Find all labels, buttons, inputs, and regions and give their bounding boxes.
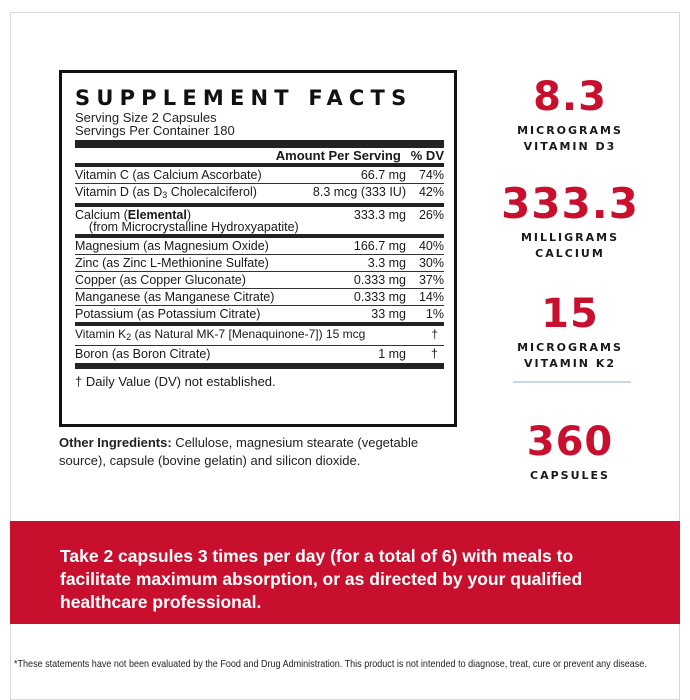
stat-label: VITAMIN D3	[523, 140, 617, 153]
stat-label: MILLIGRAMS	[520, 231, 620, 244]
serving-size: Serving Size 2 Capsules	[75, 110, 217, 125]
header-dv: % DV	[410, 148, 444, 163]
facts-title: SUPPLEMENT FACTS	[75, 86, 413, 110]
nutrient-row-copper: Copper (as Copper Gluconate) 0.333 mg 37…	[75, 273, 444, 289]
fda-disclaimer: *These statements have not been evaluate…	[14, 658, 647, 670]
stats-divider	[513, 381, 631, 383]
servings-per-container: Servings Per Container 180	[75, 123, 235, 138]
other-ingredients: Other Ingredients: Cellulose, magnesium …	[59, 434, 459, 470]
nutrient-row-magnesium: Magnesium (as Magnesium Oxide) 166.7 mg …	[75, 239, 444, 255]
other-ingredients-text: Cellulose, magnesium stearate (vegetable…	[59, 435, 419, 468]
stats-column: 8.3 MICROGRAMS VITAMIN D3 333.3 MILLIGRA…	[495, 75, 645, 484]
stat-vitamin-k2: 15 MICROGRAMS VITAMIN K2	[495, 292, 645, 402]
nutrient-row-vitamin-k2: Vitamin K2 (as Natural MK-7 [Menaquinone…	[75, 326, 444, 346]
nutrient-row-calcium: Calcium (Elemental) (from Microcrystalli…	[75, 207, 444, 238]
stat-value: 8.3	[533, 74, 607, 120]
stat-label: VITAMIN K2	[523, 357, 617, 370]
facts-divider-thick	[75, 140, 444, 148]
nutrient-row-zinc: Zinc (as Zinc L-Methionine Sulfate) 3.3 …	[75, 256, 444, 272]
nutrient-row-potassium: Potassium (as Potassium Citrate) 33 mg 1…	[75, 306, 444, 326]
facts-footnote: † Daily Value (DV) not established.	[75, 374, 276, 389]
directions-text: Take 2 capsules 3 times per day (for a t…	[60, 546, 583, 612]
stat-vitamin-d3: 8.3 MICROGRAMS VITAMIN D3	[495, 75, 645, 182]
stat-value: 360	[526, 419, 614, 465]
stat-label: CALCIUM	[535, 247, 605, 260]
nutrient-row-manganese: Manganese (as Manganese Citrate) 0.333 m…	[75, 290, 444, 306]
nutrient-row-vitamin-d: Vitamin D (as D3 Cholecalciferol) 8.3 mc…	[75, 184, 444, 207]
header-amount: Amount Per Serving	[275, 148, 401, 163]
supplement-facts-panel: SUPPLEMENT FACTS Serving Size 2 Capsules…	[59, 70, 457, 427]
directions-banner: Take 2 capsules 3 times per day (for a t…	[10, 521, 680, 624]
stat-value: 15	[541, 291, 599, 337]
stat-label: MICROGRAMS	[517, 341, 623, 354]
nutrient-row-vitamin-c: Vitamin C (as Calcium Ascorbate) 66.7 mg…	[75, 168, 444, 184]
stat-value: 333.3	[501, 179, 639, 228]
facts-divider-bottom	[75, 363, 444, 369]
stat-label: MICROGRAMS	[517, 124, 623, 137]
stat-calcium: 333.3 MILLIGRAMS CALCIUM	[495, 182, 645, 292]
other-ingredients-label: Other Ingredients:	[59, 435, 172, 450]
stat-label: CAPSULES	[530, 469, 610, 482]
nutrient-row-boron: Boron (as Boron Citrate) 1 mg †	[75, 347, 438, 361]
stat-capsules: 360 CAPSULES	[495, 420, 645, 484]
facts-header-row: Amount Per Serving % DV	[75, 148, 444, 167]
